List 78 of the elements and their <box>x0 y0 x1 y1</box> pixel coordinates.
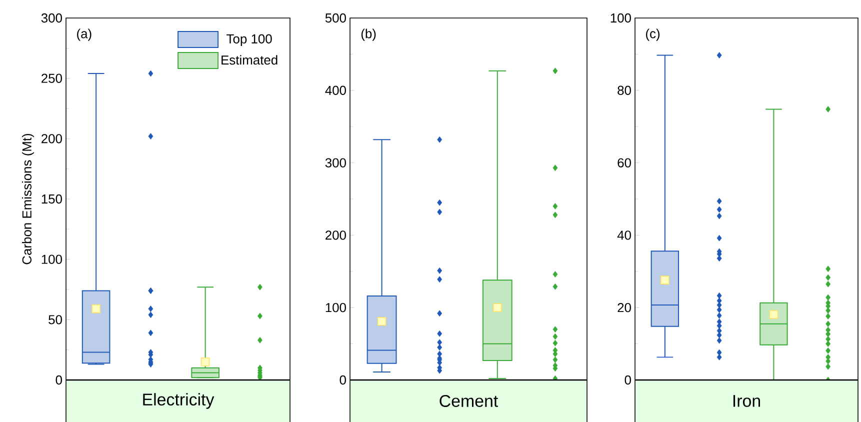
point <box>552 202 558 210</box>
point <box>826 106 831 112</box>
point <box>716 198 722 204</box>
point <box>437 344 442 350</box>
point <box>552 67 558 74</box>
y-tick-label: 80 <box>618 86 631 95</box>
text: (c) <box>646 28 660 41</box>
point <box>716 354 722 360</box>
point <box>552 270 558 278</box>
point <box>437 338 442 346</box>
point <box>437 330 442 337</box>
point <box>148 70 154 77</box>
point <box>826 330 831 338</box>
point <box>826 280 831 288</box>
y-tick-label: 100 <box>42 254 62 264</box>
y-tick-label: 40 <box>617 230 631 240</box>
point <box>437 199 442 206</box>
point <box>826 340 831 347</box>
point <box>826 347 831 354</box>
y-axis-title: Carbon Emissions (Mt) <box>22 134 34 264</box>
legend-label: Top 100 <box>226 34 272 46</box>
point <box>552 333 558 340</box>
y-tick-label: 300 <box>325 158 346 168</box>
point <box>716 302 722 308</box>
point <box>437 136 442 143</box>
y-tick-label: 60 <box>618 158 631 168</box>
point <box>716 306 722 313</box>
point <box>148 305 154 312</box>
point <box>148 311 154 318</box>
y-tick-label: 20 <box>618 302 631 312</box>
point <box>826 363 831 370</box>
point <box>552 340 558 346</box>
y-tick-label: 200 <box>326 230 346 240</box>
y-tick-label: 0 <box>56 375 62 384</box>
text: (a) <box>77 28 92 41</box>
point <box>716 292 722 299</box>
y-tick-label: 50 <box>48 314 62 324</box>
point <box>258 312 262 320</box>
point <box>552 356 558 363</box>
point <box>716 206 722 213</box>
point <box>148 132 154 140</box>
point <box>552 164 558 171</box>
y-tick-label: 100 <box>610 13 631 22</box>
y-tick-label: 500 <box>325 13 346 22</box>
y-tick-label: 200 <box>42 134 62 144</box>
x-axis-title: Cement <box>440 394 498 407</box>
y-tick-label: 300 <box>41 13 62 22</box>
point <box>716 332 722 338</box>
y-tick-label: 100 <box>326 302 346 312</box>
point <box>826 312 831 320</box>
point <box>826 274 831 281</box>
point <box>552 212 558 218</box>
point <box>552 283 558 290</box>
x-axis-title: Electricity <box>143 392 214 409</box>
point <box>716 337 722 344</box>
point <box>437 310 442 316</box>
point <box>716 234 722 242</box>
point <box>826 320 831 327</box>
point <box>716 212 722 220</box>
y-tick-label: 0 <box>340 375 346 384</box>
point <box>258 336 262 344</box>
x-axis-title: Iron <box>733 394 760 407</box>
y-tick-label: 0 <box>624 375 631 384</box>
text: (b) <box>361 28 376 41</box>
point <box>552 326 558 332</box>
point <box>437 276 442 282</box>
legend-label: Estimated <box>222 54 278 64</box>
y-tick-label: 400 <box>325 86 346 95</box>
point <box>437 208 442 216</box>
point <box>716 52 722 58</box>
y-tick-label: 150 <box>42 194 62 204</box>
point <box>258 284 262 290</box>
point <box>148 330 154 336</box>
point <box>716 312 722 319</box>
point <box>826 294 831 300</box>
point <box>437 267 442 274</box>
y-tick-label: 250 <box>42 74 62 83</box>
point <box>826 265 831 272</box>
